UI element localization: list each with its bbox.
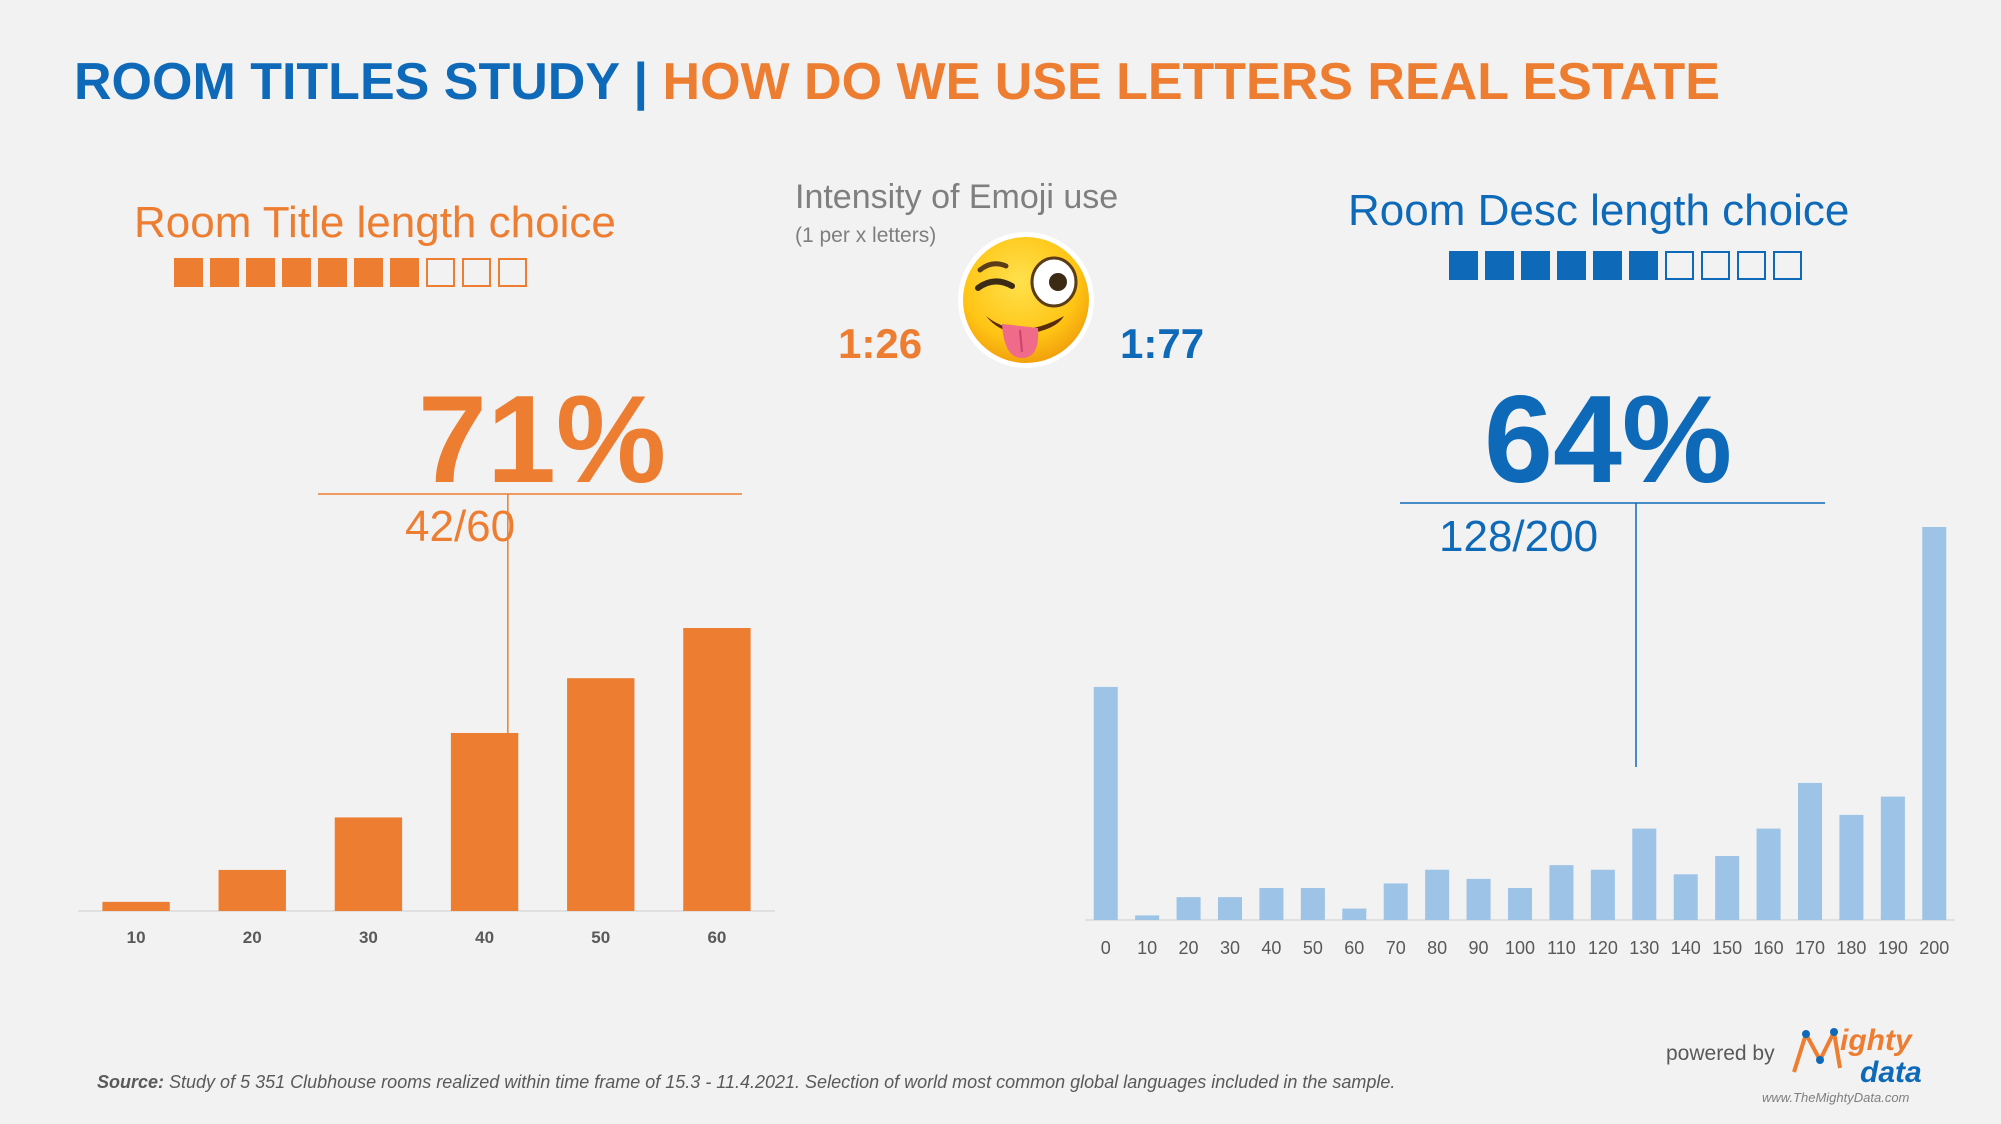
mighty-data-logo: ighty data: [1792, 1024, 1922, 1089]
progress-square-filled: [210, 258, 239, 287]
bar: [683, 628, 751, 911]
room-title-squares: [174, 258, 527, 287]
title-right: HOW DO WE USE LETTERS REAL ESTATE: [662, 53, 1720, 111]
title-separator: |: [633, 53, 649, 111]
progress-square-empty: [426, 258, 455, 287]
winking-face-with-tongue-icon: [958, 232, 1094, 368]
progress-square-empty: [1701, 251, 1730, 280]
x-tick-label: 30: [359, 928, 378, 947]
progress-square-filled: [1557, 251, 1586, 280]
svg-text:ighty: ighty: [1840, 1024, 1913, 1057]
room-title-length-heading: Room Title length choice: [134, 198, 616, 247]
emoji-desc-value: 1:77: [1120, 320, 1205, 367]
bar: [102, 901, 170, 911]
progress-square-filled: [1521, 251, 1550, 280]
bar: [334, 817, 403, 911]
x-tick-label: 60: [707, 928, 726, 947]
emoji-intensity-heading: Intensity of Emoji use: [795, 178, 1119, 216]
progress-square-filled: [318, 258, 347, 287]
progress-square-filled: [1629, 251, 1658, 280]
logo-url: www.TheMightyData.com: [1762, 1090, 1910, 1105]
progress-square-filled: [174, 258, 203, 287]
source-text: Study of 5 351 Clubhouse rooms realized …: [164, 1072, 1396, 1092]
progress-square-empty: [1773, 251, 1802, 280]
progress-square-filled: [246, 258, 275, 287]
progress-square-filled: [390, 258, 419, 287]
x-tick-label: 10: [127, 928, 146, 947]
room-title-ratio: 42/60: [405, 502, 516, 551]
emoji-title-value: 1:26: [838, 320, 923, 367]
x-tick-label: 50: [591, 928, 610, 947]
title-left: ROOM TITLES STUDY: [74, 53, 620, 111]
progress-square-filled: [1449, 251, 1478, 280]
room-desc-ratio: 128/200: [1439, 512, 1599, 561]
progress-square-filled: [1593, 251, 1622, 280]
powered-by-label: powered by: [1666, 1042, 1775, 1065]
progress-square-empty: [462, 258, 491, 287]
bar: [218, 869, 286, 911]
room-desc-percent: 64%: [1484, 371, 1733, 509]
source-label: Source:: [97, 1072, 165, 1092]
x-tick-label: 40: [475, 928, 494, 947]
bar: [567, 678, 635, 911]
progress-square-filled: [282, 258, 311, 287]
room-desc-length-heading: Room Desc length choice: [1348, 186, 1850, 235]
progress-square-empty: [498, 258, 527, 287]
progress-square-empty: [1737, 251, 1766, 280]
progress-square-filled: [1485, 251, 1514, 280]
x-tick-label: 20: [243, 928, 262, 947]
room-title-percent: 71%: [418, 371, 667, 509]
bar: [450, 732, 519, 911]
svg-text:data: data: [1860, 1056, 1922, 1089]
progress-square-filled: [354, 258, 383, 287]
room-desc-squares: [1449, 251, 1802, 280]
emoji-intensity-subtitle: (1 per x letters): [795, 224, 937, 247]
progress-square-empty: [1665, 251, 1694, 280]
page-title: ROOM TITLES STUDY | HOW DO WE USE LETTER…: [74, 52, 1720, 112]
source-note: Source: Study of 5 351 Clubhouse rooms r…: [97, 1072, 1395, 1093]
